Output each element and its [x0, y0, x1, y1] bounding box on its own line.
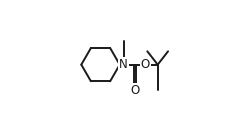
Text: O: O — [130, 84, 139, 97]
Text: O: O — [141, 58, 150, 71]
Text: N: N — [119, 58, 128, 71]
